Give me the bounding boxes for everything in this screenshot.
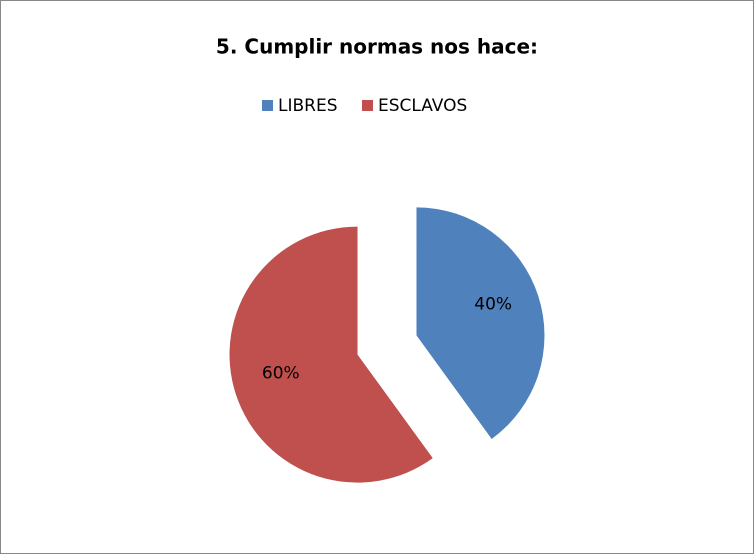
chart-title: 5. Cumplir normas nos hace: [216, 35, 538, 59]
legend-label: ESCLAVOS [378, 96, 467, 116]
data-label: 40% [474, 295, 512, 315]
legend-swatch [362, 100, 373, 111]
legend-swatch [262, 100, 273, 111]
legend-label: LIBRES [278, 96, 338, 116]
data-label: 60% [262, 363, 300, 383]
pie-slice [416, 207, 545, 439]
pie-slice [229, 226, 433, 483]
